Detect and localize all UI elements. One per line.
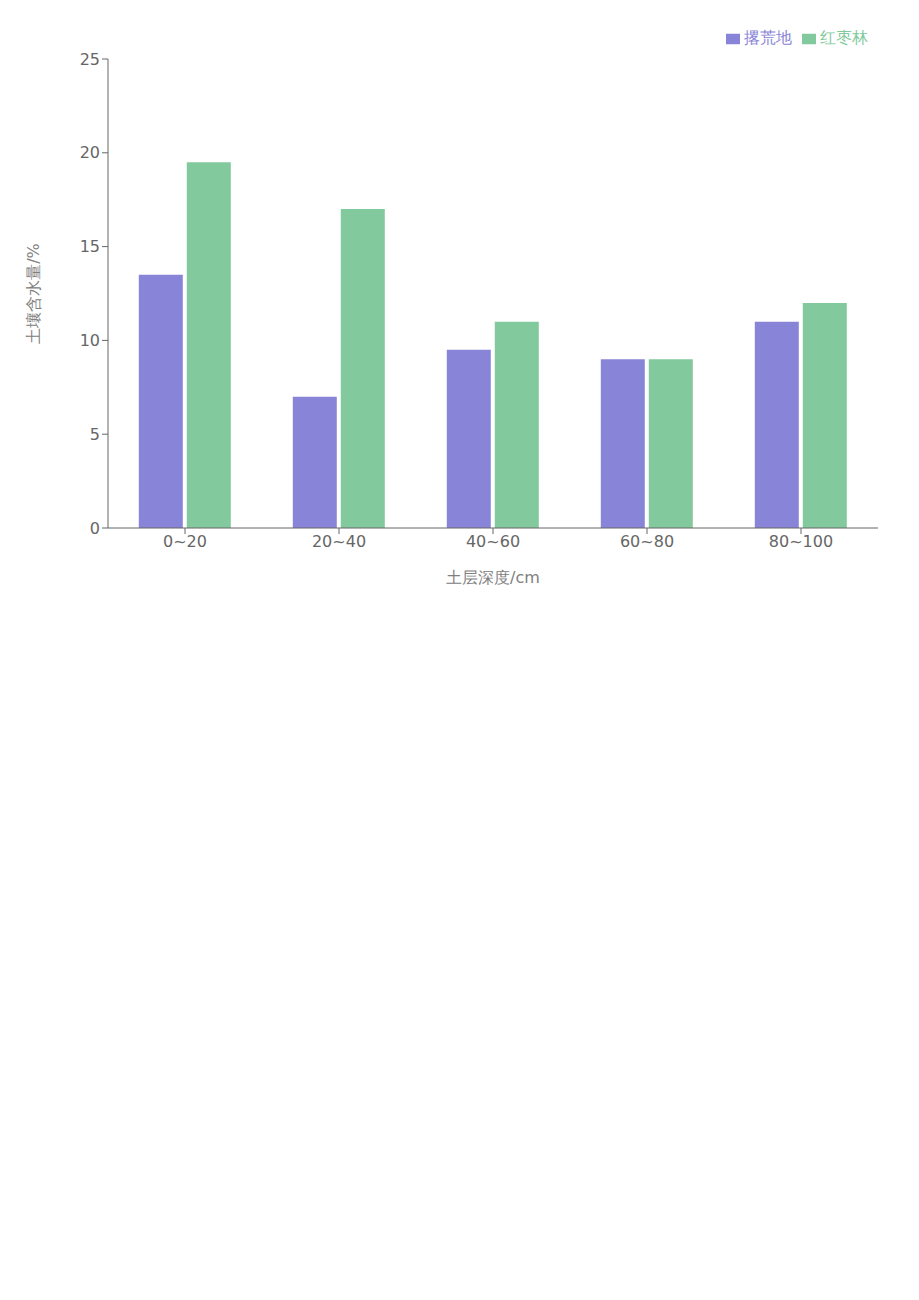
svg-text:5: 5: [90, 425, 100, 444]
svg-text:0~20: 0~20: [163, 532, 207, 551]
svg-text:0: 0: [90, 519, 100, 538]
svg-text:40~60: 40~60: [466, 532, 520, 551]
svg-text:20: 20: [80, 143, 100, 162]
svg-text:60~80: 60~80: [620, 532, 674, 551]
html-text:红枣林: 红枣林: [820, 28, 868, 47]
svg-text:80~100: 80~100: [769, 532, 833, 551]
svg-text:25: 25: [80, 50, 100, 69]
html-text:撂荒地: 撂荒地: [744, 28, 792, 47]
svg-text:土层深度/cm: 土层深度/cm: [446, 568, 540, 587]
svg-text:土壤含水量/%: 土壤含水量/%: [24, 243, 43, 344]
svg-text:10: 10: [80, 331, 100, 350]
svg-text:20~40: 20~40: [312, 532, 366, 551]
svg-text:15: 15: [80, 237, 100, 256]
